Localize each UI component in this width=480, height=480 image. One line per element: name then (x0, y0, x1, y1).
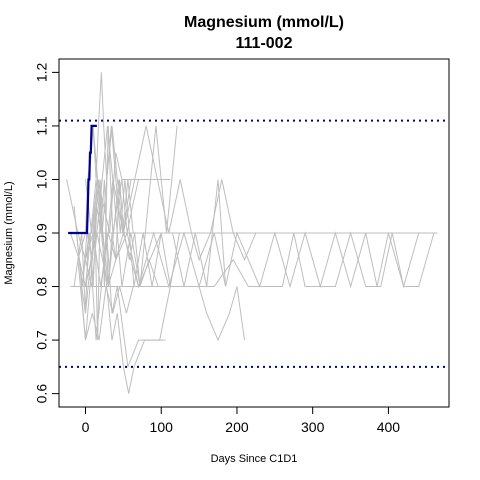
series-line-11 (71, 286, 140, 341)
series-line-14 (85, 179, 227, 289)
reference-lines (59, 119, 449, 368)
series-line-3 (66, 125, 257, 287)
series-line-13 (75, 125, 178, 287)
chart-title: Magnesium (mmol/L) (184, 14, 344, 31)
y-tick-label-1: 0.7 (34, 330, 50, 350)
y-axis-label: Magnesium (mmol/L) (3, 181, 15, 284)
x-axis-label: Days Since C1D1 (211, 453, 298, 465)
x-tick-label-300: 300 (301, 419, 325, 435)
x-tick-label-400: 400 (377, 419, 401, 435)
series-layer (66, 72, 438, 394)
x-tick-label-100: 100 (150, 419, 174, 435)
chart-subtitle: 111-002 (236, 35, 293, 52)
x-axis: 0 100 200 300 400 (82, 406, 401, 435)
x-tick-label-200: 200 (225, 419, 249, 435)
highlight-layer (68, 124, 97, 235)
y-tick-label-2: 0.8 (34, 277, 50, 297)
y-tick-label-6: 1.2 (34, 62, 50, 82)
series-line-10 (85, 125, 180, 287)
y-axis: 0.6 0.7 0.8 0.9 1.0 1.1 1.2 (34, 62, 60, 404)
series-line-12 (85, 152, 171, 234)
y-tick-label-3: 0.9 (34, 223, 50, 243)
x-tick-label-0: 0 (82, 419, 90, 435)
y-tick-label-4: 1.0 (34, 170, 50, 190)
y-tick-label-5: 1.1 (34, 116, 50, 136)
y-tick-label-0: 0.6 (34, 384, 50, 404)
highlighted-patient-line (68, 124, 97, 235)
series-line-4 (73, 206, 245, 369)
